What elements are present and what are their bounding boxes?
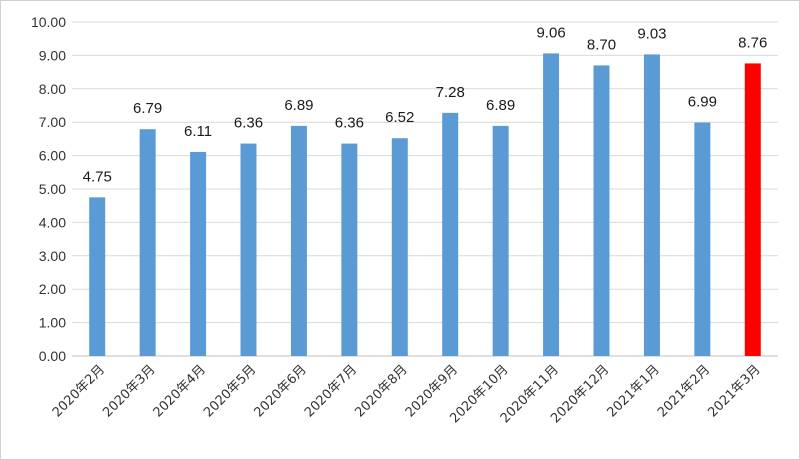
y-tick-label: 3.00 <box>39 248 66 264</box>
data-label: 6.52 <box>385 109 414 126</box>
x-tick-label: 2021年1月 <box>605 362 663 420</box>
data-label: 6.89 <box>486 97 515 114</box>
data-label: 7.28 <box>436 84 465 101</box>
y-tick-label: 2.00 <box>39 281 66 297</box>
bar <box>89 197 106 356</box>
data-label: 8.70 <box>587 36 616 53</box>
data-label: 9.06 <box>536 24 565 41</box>
x-tick-label: 2021年3月 <box>705 362 763 420</box>
data-label: 6.36 <box>234 115 263 132</box>
bar <box>341 143 358 356</box>
y-tick-label: 6.00 <box>39 148 66 164</box>
y-tick-label: 7.00 <box>39 114 66 130</box>
data-label: 6.11 <box>184 123 212 140</box>
bar <box>240 143 257 356</box>
y-tick-label: 1.00 <box>39 315 66 331</box>
y-tick-label: 0.00 <box>39 348 66 364</box>
x-tick-label: 2020年2月 <box>50 362 108 420</box>
x-tick-label: 2020年8月 <box>352 362 410 420</box>
bar <box>442 112 459 357</box>
data-label: 4.75 <box>83 168 112 185</box>
bar <box>290 125 307 357</box>
data-label: 6.79 <box>133 100 162 117</box>
y-tick-label: 10.00 <box>31 14 66 30</box>
bar <box>492 125 509 357</box>
y-tick-label: 4.00 <box>39 214 66 230</box>
y-tick-label: 9.00 <box>39 47 66 63</box>
data-label: 9.03 <box>637 25 666 42</box>
data-label: 6.89 <box>284 97 313 114</box>
bar <box>190 151 207 356</box>
data-label: 6.36 <box>335 115 364 132</box>
bar <box>643 54 660 356</box>
bar <box>391 138 408 356</box>
x-tick-label: 2020年4月 <box>151 362 209 420</box>
x-tick-label: 2020年5月 <box>201 362 259 420</box>
y-tick-label: 5.00 <box>39 181 66 197</box>
x-tick-label: 2020年7月 <box>302 362 360 420</box>
data-label: 8.76 <box>738 34 767 51</box>
bar <box>139 129 156 356</box>
data-label: 6.99 <box>688 94 717 111</box>
x-tick-label: 2020年6月 <box>252 362 310 420</box>
bar <box>593 65 610 357</box>
bar <box>694 122 711 356</box>
bar <box>744 63 761 356</box>
x-tick-label: 2021年2月 <box>655 362 713 420</box>
x-tick-label: 2020年3月 <box>100 362 158 420</box>
bar <box>543 53 560 357</box>
y-tick-label: 8.00 <box>39 81 66 97</box>
